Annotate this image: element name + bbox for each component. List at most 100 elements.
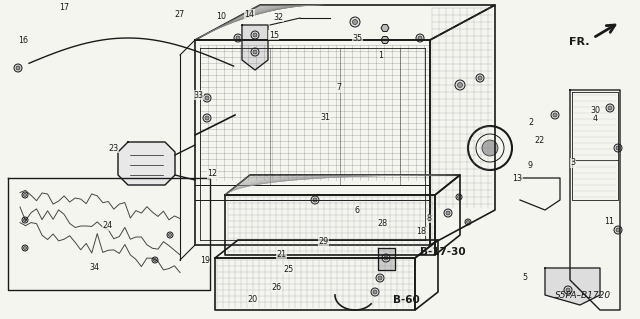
Text: 8: 8: [426, 214, 431, 223]
Text: 34: 34: [90, 263, 100, 272]
Circle shape: [234, 34, 242, 42]
Text: 29: 29: [318, 237, 328, 246]
Circle shape: [465, 219, 471, 225]
Circle shape: [22, 245, 28, 251]
Text: 10: 10: [216, 12, 226, 21]
Circle shape: [446, 211, 450, 215]
Text: FR.: FR.: [570, 37, 590, 47]
Circle shape: [444, 209, 452, 217]
Circle shape: [167, 232, 173, 238]
Text: 1: 1: [378, 51, 383, 60]
Circle shape: [253, 33, 257, 37]
Text: 18: 18: [416, 227, 426, 236]
Circle shape: [616, 146, 620, 150]
Text: 13: 13: [512, 174, 522, 182]
Text: 35: 35: [352, 34, 362, 43]
Circle shape: [376, 274, 384, 282]
Circle shape: [371, 288, 379, 296]
Text: 9: 9: [527, 161, 532, 170]
Text: B-17-30: B-17-30: [420, 247, 466, 257]
Text: 22: 22: [534, 136, 545, 145]
Text: 19: 19: [200, 256, 210, 265]
Text: 33: 33: [193, 91, 204, 100]
Circle shape: [313, 198, 317, 202]
Circle shape: [311, 196, 319, 204]
Circle shape: [205, 96, 209, 100]
Text: 21: 21: [276, 250, 287, 259]
Circle shape: [24, 219, 26, 221]
Circle shape: [14, 64, 22, 72]
Circle shape: [154, 258, 157, 262]
Circle shape: [203, 114, 211, 122]
Circle shape: [418, 36, 422, 40]
Circle shape: [203, 94, 211, 102]
Circle shape: [458, 83, 463, 87]
Circle shape: [22, 192, 28, 198]
Circle shape: [482, 140, 498, 156]
Text: 24: 24: [102, 221, 113, 230]
Circle shape: [253, 50, 257, 54]
Text: 17: 17: [59, 4, 69, 12]
Text: 23: 23: [109, 144, 119, 153]
Circle shape: [456, 194, 462, 200]
Text: 28: 28: [378, 219, 388, 228]
Circle shape: [384, 256, 388, 260]
Circle shape: [416, 34, 424, 42]
Circle shape: [551, 111, 559, 119]
Circle shape: [350, 17, 360, 27]
Circle shape: [606, 104, 614, 112]
Text: 15: 15: [269, 31, 279, 40]
Circle shape: [614, 226, 622, 234]
Text: 12: 12: [207, 169, 218, 178]
Circle shape: [553, 113, 557, 117]
Text: 11: 11: [604, 217, 614, 226]
Circle shape: [467, 220, 470, 224]
Circle shape: [251, 31, 259, 39]
Circle shape: [236, 36, 240, 40]
Circle shape: [458, 196, 461, 198]
Text: 26: 26: [271, 283, 282, 292]
Circle shape: [16, 66, 20, 70]
Text: 2: 2: [529, 118, 534, 127]
Circle shape: [478, 76, 482, 80]
Text: B-60: B-60: [393, 295, 420, 305]
Text: 3: 3: [570, 158, 575, 167]
Circle shape: [24, 247, 26, 249]
Text: S5PA–B1720: S5PA–B1720: [555, 291, 611, 300]
Circle shape: [616, 228, 620, 232]
Polygon shape: [242, 25, 268, 70]
Text: 20: 20: [248, 295, 258, 304]
Polygon shape: [381, 25, 389, 32]
Circle shape: [152, 257, 158, 263]
Circle shape: [205, 116, 209, 120]
Polygon shape: [381, 37, 389, 43]
Polygon shape: [118, 142, 175, 185]
Circle shape: [251, 48, 259, 56]
Circle shape: [382, 254, 390, 262]
Text: 32: 32: [273, 13, 284, 22]
Circle shape: [22, 217, 28, 223]
Circle shape: [378, 276, 382, 280]
Circle shape: [564, 286, 572, 294]
Text: 30: 30: [590, 106, 600, 115]
Circle shape: [476, 74, 484, 82]
Circle shape: [566, 288, 570, 292]
Text: 5: 5: [522, 273, 527, 282]
Text: 14: 14: [244, 10, 255, 19]
Text: 6: 6: [355, 206, 360, 215]
Polygon shape: [545, 268, 600, 305]
Text: 31: 31: [320, 113, 330, 122]
Circle shape: [353, 19, 358, 25]
Circle shape: [24, 194, 26, 197]
Circle shape: [168, 234, 172, 236]
Circle shape: [608, 106, 612, 110]
Polygon shape: [378, 248, 395, 270]
Circle shape: [373, 290, 377, 294]
Circle shape: [614, 144, 622, 152]
Text: 16: 16: [18, 36, 28, 45]
Text: 25: 25: [283, 265, 293, 274]
Circle shape: [455, 80, 465, 90]
Text: 27: 27: [174, 10, 184, 19]
Text: 7: 7: [337, 83, 342, 92]
Text: 4: 4: [593, 114, 598, 122]
